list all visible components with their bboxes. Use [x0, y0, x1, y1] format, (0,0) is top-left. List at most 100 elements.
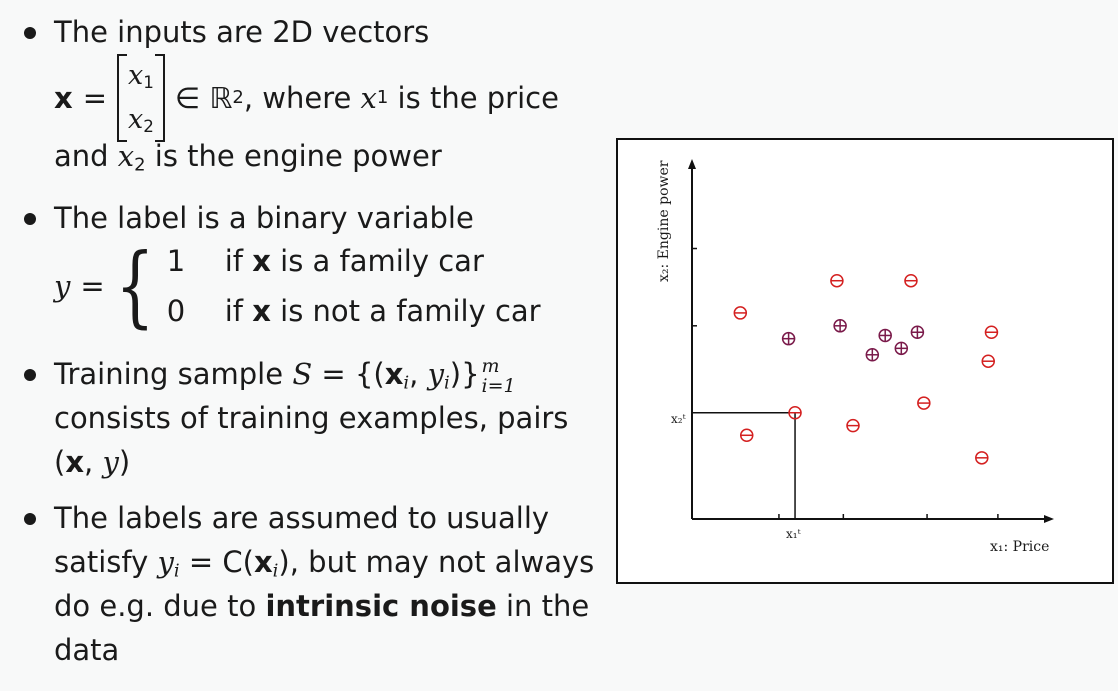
bullet-dot [24, 369, 36, 381]
case2-if: if [224, 294, 253, 328]
x1-subscript: 1 [143, 72, 154, 93]
bullet-noise: The labels are assumed to usually satisf… [20, 496, 644, 672]
positive-example [865, 348, 880, 362]
case2-value: 0 [166, 294, 186, 328]
sample-line3: (x, y) [54, 440, 644, 484]
negative-example [984, 325, 999, 339]
left-brace: { [115, 234, 155, 337]
noise-xi: x [253, 545, 273, 579]
marked-x-label: x₁ᵗ [786, 527, 801, 541]
pair-y: y [102, 445, 119, 479]
sample-comma: , [409, 357, 428, 391]
bullet-training-sample: Training sample S = {(xi, yi)} m i=1 consi… [20, 352, 644, 484]
x2-symbol: x [128, 104, 144, 135]
sample-xi-sub: i [403, 372, 410, 394]
noise-xi-sub: i [272, 560, 279, 582]
scatter-chart-frame: x₁: Price x₂: Engine power x₁ᵗ x₂ᵗ [616, 138, 1114, 584]
sample-sub-i1: i=1 [481, 375, 516, 397]
label-equals: = [80, 269, 105, 303]
chart-axes [688, 159, 1054, 523]
case-family: 1 if x is a family car [167, 236, 541, 286]
pair-close: ) [118, 445, 131, 479]
noise-pre: do e.g. due to [54, 589, 266, 623]
bullet-dot [24, 27, 36, 39]
sample-line1: Training sample S = {(xi, yi)} m i=1 [54, 352, 644, 396]
case1-text: is a family car [270, 244, 484, 278]
noise-line4: data [54, 633, 120, 667]
pair-open: ( [54, 445, 66, 479]
positive-example [833, 319, 847, 333]
negative-example [788, 405, 802, 420]
noise-rest: , but may not always [289, 545, 595, 579]
negative-example [981, 354, 995, 368]
noise-post: in the [496, 589, 590, 623]
case-not-family: 0 if x is not a family car [167, 286, 541, 336]
S-symbol: S [292, 357, 313, 391]
noise-line2: satisfy yi = C(xi), but may not always [54, 540, 644, 584]
noise-line3: do e.g. due to intrinsic noise in the [54, 584, 644, 628]
negative-example [917, 396, 931, 410]
piecewise-cases: { 1 if x is a family car 0 if x is not a… [105, 234, 541, 337]
sample-line2: consists of training examples, pairs [54, 401, 569, 435]
y-axis-arrow [688, 159, 696, 169]
case-lines: 1 if x is a family car 0 if x is not a f… [167, 236, 541, 336]
label-line1: The label is a binary variable [54, 201, 474, 235]
bullet-dot [24, 513, 36, 525]
column-vector: x1 x2 [117, 54, 165, 142]
negative-example [733, 306, 748, 320]
satisfy-text: satisfy [54, 545, 158, 579]
y-symbol: y [54, 269, 71, 303]
x-axis-label: x₁: Price [990, 539, 1049, 555]
bullet-dot [24, 213, 36, 225]
positive-example [878, 328, 892, 343]
and-text: and [54, 139, 118, 173]
where-text: , where [243, 81, 361, 115]
marked-point-guides [692, 411, 796, 519]
sample-yi: y [427, 357, 444, 391]
noise-eqC: = C( [179, 545, 254, 579]
sample-xi: x [384, 357, 404, 391]
marked-y-label: x₂ᵗ [671, 412, 686, 426]
label-equation: y = { 1 if x is a family car 0 if x is n… [54, 236, 644, 336]
noise-close: ) [278, 545, 290, 579]
where-x1: x [360, 81, 377, 115]
pair-comma: , [84, 445, 103, 479]
negative-example [975, 451, 989, 465]
positive-example [910, 325, 925, 339]
case1-x: x [252, 244, 271, 278]
y-axis-label: x₂: Engine power [656, 160, 672, 282]
and-x2-sub: 2 [134, 154, 146, 176]
noise-yi-sub: i [173, 560, 180, 582]
inputs-line3: and x2 is the engine power [54, 134, 644, 178]
x2-subscript: 2 [143, 116, 154, 137]
is-price-text: is the price [388, 81, 559, 115]
vector-x: x [54, 81, 73, 115]
sample-open: {( [354, 357, 385, 391]
and-x2: x [117, 139, 135, 173]
x1-symbol: x [128, 60, 144, 91]
sample-pre: Training sample [54, 357, 293, 391]
x-axis-arrow [1044, 515, 1054, 523]
data-points [733, 273, 999, 465]
scatter-plot: x₁: Price x₂: Engine power x₁ᵗ x₂ᵗ [656, 159, 1054, 555]
pair-x: x [65, 445, 85, 479]
inputs-line1: The inputs are 2D vectors [54, 15, 430, 49]
engine-text: is the engine power [145, 139, 442, 173]
equals-sign: = [82, 81, 108, 115]
positive-example [894, 341, 909, 356]
case1-value: 1 [166, 244, 186, 278]
noise-yi: y [157, 545, 174, 579]
sample-yi-sub: i [444, 372, 450, 394]
positive-example [781, 331, 796, 346]
chart-ticks [692, 247, 999, 519]
negative-example [830, 273, 844, 288]
case1-if: if [224, 244, 253, 278]
sample-sup-m: m [481, 355, 500, 377]
sample-eq: = [312, 357, 355, 391]
noise-line1: The labels are assumed to usually [54, 501, 550, 535]
intrinsic-noise: intrinsic noise [265, 589, 497, 623]
in-reals: ∈ ℝ [174, 81, 233, 115]
negative-example [904, 273, 918, 288]
